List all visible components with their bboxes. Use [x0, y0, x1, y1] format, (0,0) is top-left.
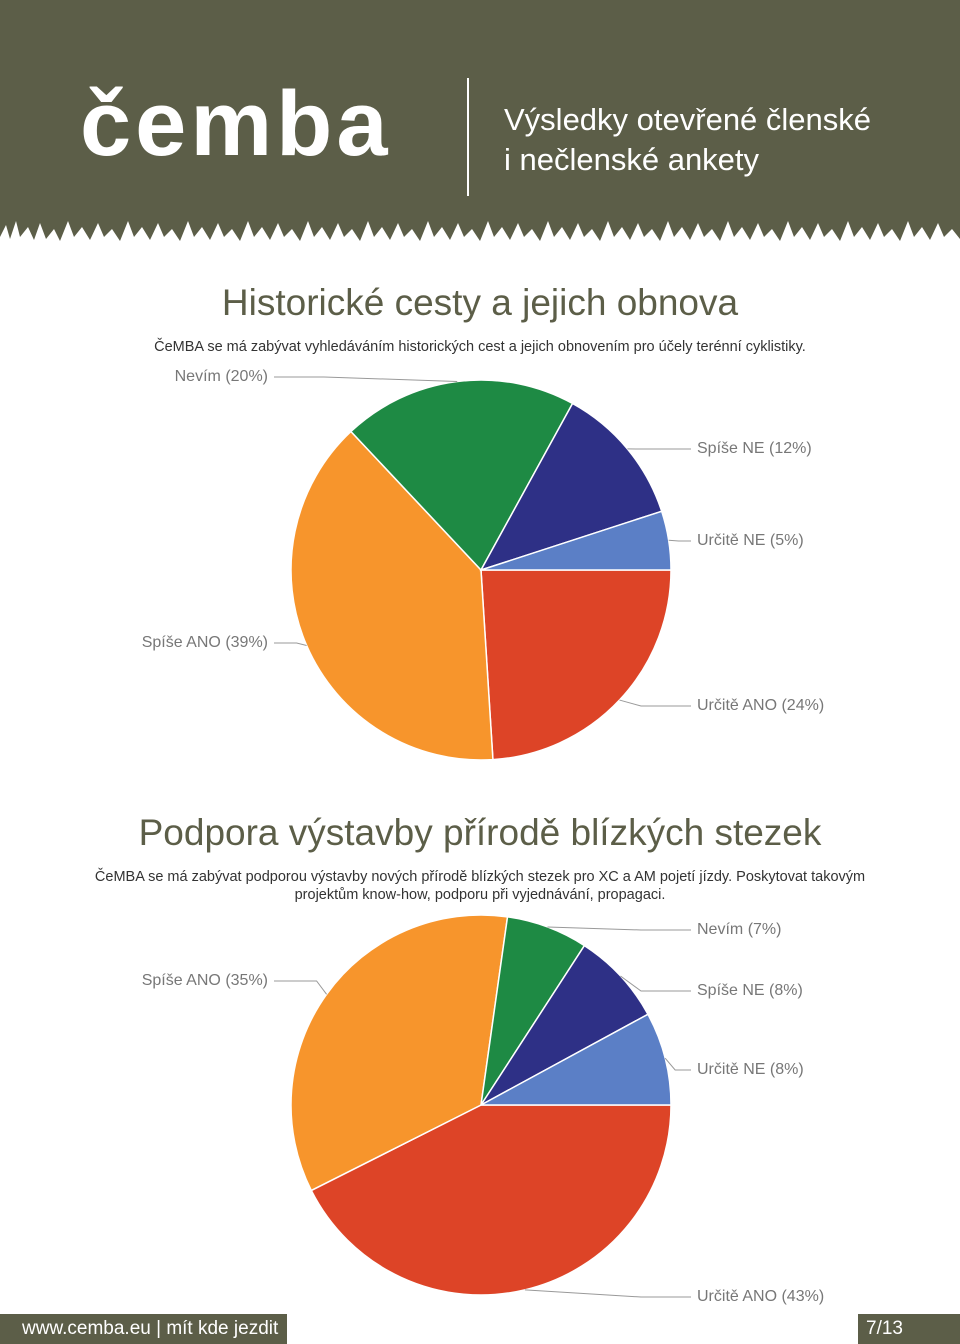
leader-line — [274, 980, 327, 995]
pie-slice — [480, 569, 672, 761]
pie-slice — [349, 379, 574, 572]
pie-slice — [480, 944, 649, 1106]
header: čemba Výsledky otevřené členské i nečlen… — [0, 0, 960, 255]
slice-category: Určitě NE — [697, 532, 765, 549]
section: Historické cesty a jejich obnova ČeMBA s… — [0, 282, 960, 356]
slice-value-label: (24%) — [781, 697, 824, 714]
slice-label: Spíše ANO (39%) — [142, 634, 268, 651]
slice-category: Spíše ANO — [142, 972, 221, 989]
slice-label: Nevím (20%) — [175, 368, 268, 385]
slice-category: Spíše NE — [697, 440, 765, 457]
leader-line — [274, 642, 307, 646]
slice-label: Nevím (7%) — [697, 921, 781, 938]
slice-value-label: (8%) — [769, 982, 803, 999]
leader-line — [664, 1057, 691, 1071]
section-text: ČeMBA se má zabývat vyhledáváním histori… — [154, 339, 806, 355]
slice-label: Určitě ANO (24%) — [697, 697, 824, 714]
slice-value-label: (5%) — [770, 532, 804, 549]
slice-category: Spíše NE — [697, 982, 765, 999]
separator — [467, 78, 469, 196]
logo: čemba — [80, 73, 392, 175]
slice-category: Nevím — [175, 368, 221, 385]
header-title-line: Výsledky otevřené členské — [504, 102, 872, 137]
section-title: Podpora výstavby přírodě blízkých stezek — [138, 812, 822, 853]
slice-value-label: (35%) — [225, 972, 268, 989]
slice-category: Nevím — [697, 921, 743, 938]
leader-line — [524, 1289, 691, 1298]
leader-line — [274, 376, 458, 382]
leader-line — [547, 926, 691, 931]
slice-label: Určitě NE (8%) — [697, 1061, 804, 1078]
slice-label: Určitě ANO (43%) — [697, 1288, 824, 1305]
footer-site: www.cemba.eu | mít kde jezdit — [0, 1314, 287, 1344]
page-number: 7/13 — [858, 1314, 960, 1344]
slice-value-label: (8%) — [770, 1061, 804, 1078]
leader-line — [619, 699, 691, 707]
slice-value-label: (43%) — [781, 1288, 824, 1305]
slice-category: Určitě NE — [697, 1061, 765, 1078]
grass-decoration — [0, 221, 960, 255]
header-title: Výsledky otevřené členské i nečlenské an… — [504, 100, 871, 180]
pie-slice — [479, 402, 663, 572]
slice-label: Spíše NE (12%) — [697, 440, 812, 457]
slice-label: Určitě NE (5%) — [697, 532, 804, 549]
slice-label: Spíše ANO (35%) — [142, 972, 268, 989]
slice-category: Určitě ANO — [697, 697, 777, 714]
leader-line — [620, 975, 691, 992]
slice-label: Spíše NE (8%) — [697, 982, 803, 999]
slice-value-label: (20%) — [225, 368, 268, 385]
pie-slice — [310, 1104, 672, 1296]
header-title-line: i nečlenské ankety — [504, 142, 760, 177]
slice-value-label: (39%) — [225, 634, 268, 651]
footer: www.cemba.eu | mít kde jezdit 7/13 — [0, 1314, 960, 1344]
pie-slice — [480, 1013, 672, 1106]
slice-value-label: (7%) — [748, 921, 782, 938]
section-title: Historické cesty a jejich obnova — [221, 282, 739, 323]
slice-category: Spíše ANO — [142, 634, 221, 651]
section-text: ČeMBA se má zabývat podporou výstavby no… — [94, 869, 866, 903]
leader-line — [668, 539, 691, 542]
section: Podpora výstavby přírodě blízkých stezek… — [0, 812, 960, 904]
pie-slice — [290, 430, 494, 761]
slice-value-label: (12%) — [769, 440, 812, 457]
slice-category: Určitě ANO — [697, 1288, 777, 1305]
pie-slice — [290, 914, 509, 1192]
